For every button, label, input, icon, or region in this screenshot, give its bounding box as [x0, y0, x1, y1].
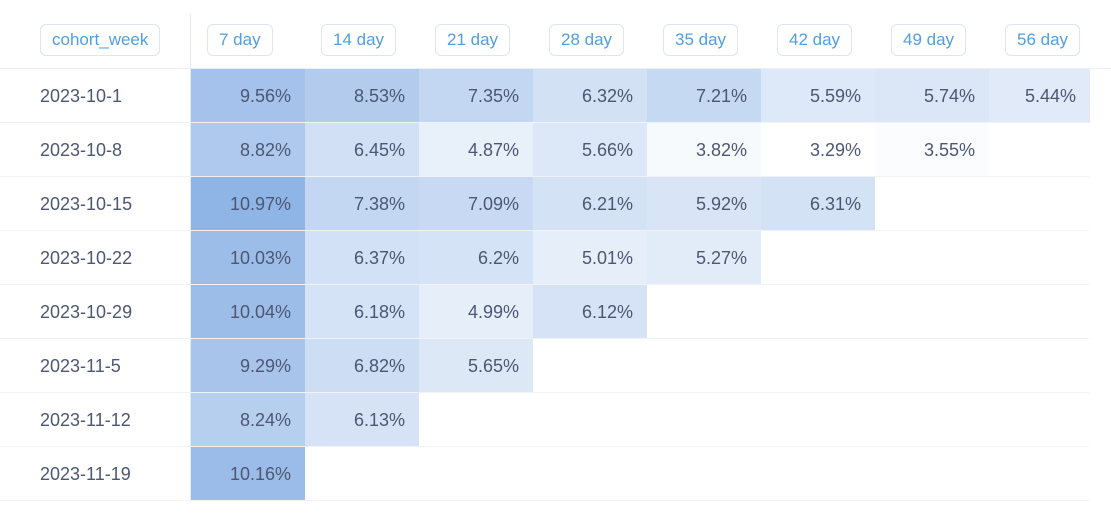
table-cell[interactable]: 3.55%	[875, 123, 989, 177]
table-cell[interactable]: 10.97%	[191, 177, 305, 231]
column-divider	[190, 123, 191, 177]
row-label-cohort-week: 2023-10-1	[40, 86, 123, 106]
table-row: 2023-10-15 10.97% 7.38% 7.09% 6.21% 5.92% 6.31…	[0, 177, 1111, 231]
row-divider	[0, 392, 1089, 393]
table-cell[interactable]: 6.2%	[419, 231, 533, 285]
column-divider	[190, 69, 191, 123]
table-cell[interactable]: 6.45%	[305, 123, 419, 177]
row-label-cohort-week: 2023-11-19	[40, 464, 131, 484]
row-label-cohort-week: 2023-10-15	[40, 194, 133, 214]
table-cell[interactable]: 5.92%	[647, 177, 761, 231]
table-cell[interactable]: 3.82%	[647, 123, 761, 177]
table-cell[interactable]: 7.35%	[419, 69, 533, 123]
table-cell[interactable]: 5.44%	[989, 69, 1090, 123]
table-cell[interactable]: 4.99%	[419, 285, 533, 339]
table-cell[interactable]: 10.03%	[191, 231, 305, 285]
table-cell[interactable]: 8.53%	[305, 69, 419, 123]
table-row: 2023-11-12 8.24% 6.13%	[0, 393, 1111, 447]
column-header-14-day[interactable]: 14 day	[321, 24, 397, 56]
table-cell[interactable]: 5.65%	[419, 339, 533, 393]
column-header-28-day[interactable]: 28 day	[549, 24, 625, 56]
table-cell[interactable]: 6.12%	[533, 285, 647, 339]
table-cell[interactable]: 6.21%	[533, 177, 647, 231]
table-row: 2023-10-1 9.56% 8.53% 7.35% 6.32% 7.21% 5.59% 5…	[0, 69, 1111, 123]
column-header-42-day[interactable]: 42 day	[777, 24, 853, 56]
table-cell[interactable]: 7.09%	[419, 177, 533, 231]
table-cell[interactable]: 6.18%	[305, 285, 419, 339]
table-cell[interactable]: 9.56%	[191, 69, 305, 123]
column-divider	[190, 339, 191, 393]
table-cell[interactable]: 5.27%	[647, 231, 761, 285]
table-row: 2023-11-5 9.29% 6.82% 5.65%	[0, 339, 1111, 393]
row-divider	[0, 500, 1089, 501]
column-header-7-day[interactable]: 7 day	[207, 24, 273, 56]
column-header-49-day[interactable]: 49 day	[891, 24, 967, 56]
row-label-cohort-week: 2023-10-22	[40, 248, 133, 268]
table-cell[interactable]: 6.31%	[761, 177, 875, 231]
table-cell[interactable]: 3.29%	[761, 123, 875, 177]
table-cell[interactable]: 4.87%	[419, 123, 533, 177]
table-cell[interactable]: 5.66%	[533, 123, 647, 177]
row-divider	[0, 284, 1089, 285]
table-cell[interactable]: 6.32%	[533, 69, 647, 123]
column-divider	[190, 393, 191, 447]
column-divider	[190, 285, 191, 339]
column-divider	[190, 177, 191, 231]
column-header-56-day[interactable]: 56 day	[1005, 24, 1081, 56]
row-label-cohort-week: 2023-10-8	[40, 140, 123, 160]
row-divider	[0, 230, 1089, 231]
table-cell[interactable]: 7.21%	[647, 69, 761, 123]
row-label-cohort-week: 2023-11-5	[40, 356, 121, 376]
table-cell[interactable]: 5.01%	[533, 231, 647, 285]
row-divider	[0, 176, 1089, 177]
table-row: 2023-11-19 10.16%	[0, 447, 1111, 501]
row-divider	[0, 338, 1089, 339]
table-cell[interactable]: 5.59%	[761, 69, 875, 123]
table-cell[interactable]: 9.29%	[191, 339, 305, 393]
table-row: 2023-10-22 10.03% 6.37% 6.2% 5.01% 5.27%	[0, 231, 1111, 285]
row-divider	[0, 446, 1089, 447]
column-divider	[190, 231, 191, 285]
table-cell[interactable]: 8.82%	[191, 123, 305, 177]
table-cell[interactable]: 10.16%	[191, 447, 305, 501]
table-cell[interactable]: 7.38%	[305, 177, 419, 231]
table-row: 2023-10-8 8.82% 6.45% 4.87% 5.66% 3.82% 3.29% 3…	[0, 123, 1111, 177]
table-cell[interactable]: 5.74%	[875, 69, 989, 123]
column-header-cohort-week[interactable]: cohort_week	[40, 24, 161, 56]
row-label-cohort-week: 2023-10-29	[40, 302, 133, 322]
pivot-table: cohort_week 7 day 14 day 21 day 28 day 35 da…	[0, 14, 1111, 501]
row-label-cohort-week: 2023-11-12	[40, 410, 131, 430]
table-header-row: cohort_week 7 day 14 day 21 day 28 day 35 da…	[0, 14, 1111, 69]
column-header-35-day[interactable]: 35 day	[663, 24, 739, 56]
table-cell[interactable]: 6.82%	[305, 339, 419, 393]
table-cell[interactable]: 6.37%	[305, 231, 419, 285]
column-divider	[190, 14, 191, 68]
table-cell[interactable]: 6.13%	[305, 393, 419, 447]
table-body: 2023-10-1 9.56% 8.53% 7.35% 6.32% 7.21% 5.59% 5…	[0, 69, 1111, 501]
table-row: 2023-10-29 10.04% 6.18% 4.99% 6.12%	[0, 285, 1111, 339]
column-divider	[190, 447, 191, 501]
column-header-21-day[interactable]: 21 day	[435, 24, 511, 56]
table-cell[interactable]: 8.24%	[191, 393, 305, 447]
row-divider	[0, 122, 1089, 123]
table-cell[interactable]: 10.04%	[191, 285, 305, 339]
